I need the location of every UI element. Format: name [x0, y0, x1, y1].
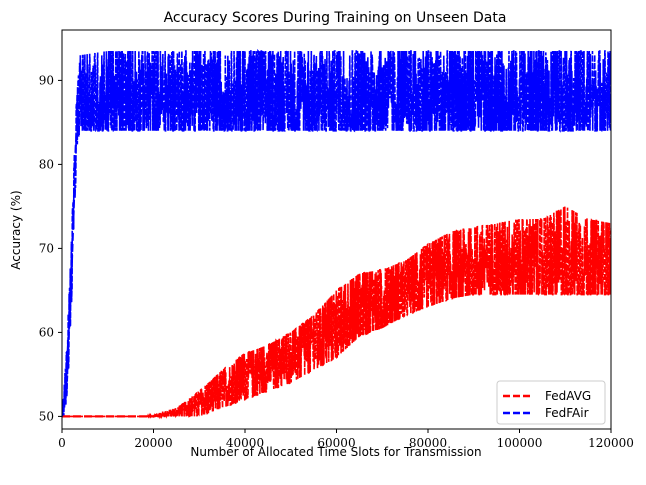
y-tick-label: 80: [39, 157, 54, 171]
legend-label-fedfair: FedFAir: [545, 406, 589, 420]
x-tick-label: 120000: [588, 436, 634, 450]
x-tick-label: 0: [58, 436, 66, 450]
x-tick-label: 40000: [226, 436, 264, 450]
series-noise-fedfair: [62, 48, 611, 418]
y-tick-label: 50: [39, 409, 54, 423]
y-tick-label: 60: [39, 325, 54, 339]
legend: FedAVG FedFAir: [496, 380, 606, 425]
series-line-fedfair: [62, 96, 611, 417]
chart-title: Accuracy Scores During Training on Unsee…: [164, 10, 507, 26]
y-axis-label: Accuracy (%): [9, 190, 23, 269]
legend-label-fedavg: FedAVG: [545, 389, 591, 403]
x-tick-label: 60000: [317, 436, 355, 450]
series-line-fedavg: [62, 259, 611, 418]
x-axis-label: Number of Allocated Time Slots for Trans…: [190, 445, 481, 459]
x-tick-label: 100000: [497, 436, 543, 450]
x-tick-label: 80000: [409, 436, 447, 450]
x-tick-label: 20000: [134, 436, 172, 450]
y-tick-label: 70: [39, 241, 54, 255]
y-tick-label: 90: [39, 73, 54, 87]
